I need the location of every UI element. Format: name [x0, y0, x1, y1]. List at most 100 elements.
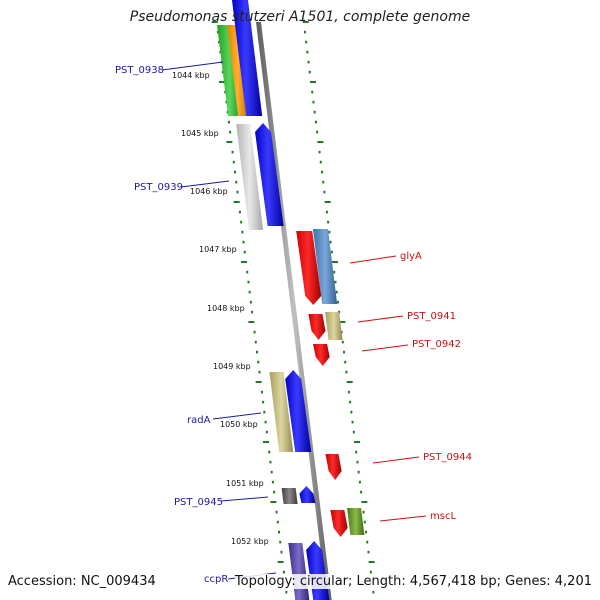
right-tick-track [302, 21, 375, 594]
kbp-label: 1049 kbp [213, 362, 251, 371]
tick-minor [265, 430, 268, 434]
tick-minor [343, 350, 346, 354]
tick-minor [308, 70, 311, 74]
tick-minor [344, 360, 347, 364]
tick-minor [271, 480, 274, 484]
tick-minor [347, 390, 350, 394]
tick-minor [329, 240, 332, 244]
tick-minor [360, 490, 363, 494]
gene-label-right: mscL [430, 511, 456, 522]
tick-minor [229, 130, 232, 134]
callout-line [180, 180, 230, 188]
tick-minor [350, 410, 353, 414]
tick-minor [251, 310, 254, 314]
tick-minor [351, 420, 354, 424]
tick-minor [352, 430, 355, 434]
kbp-label: 1044 kbp [172, 71, 210, 80]
tick-minor [312, 100, 315, 104]
tick-minor [236, 190, 239, 194]
kbp-label: 1048 kbp [207, 304, 245, 313]
tick-minor [355, 450, 358, 454]
tick-minor [330, 250, 333, 254]
gene-label-left: radA [187, 415, 211, 426]
tick-minor [336, 300, 339, 304]
tick-minor [242, 240, 245, 244]
gene-callouts: PST_0938 PST_0939 radA PST_0945 ccpR glyA PST_… [115, 61, 472, 585]
tick-minor [226, 110, 229, 114]
callout-line [161, 61, 224, 71]
tick-minor [313, 110, 316, 114]
gene-label-left: ccpR [204, 574, 228, 585]
tick-minor [257, 360, 260, 364]
callout-line [361, 344, 409, 352]
tick-minor [349, 400, 352, 404]
tick-minor [270, 470, 273, 474]
summary-text: Topology: circular; Length: 4,567,418 bp… [234, 574, 592, 589]
tick-minor [335, 290, 338, 294]
tick-minor [254, 340, 257, 344]
tick-minor [279, 540, 282, 544]
tick-minor [219, 50, 222, 54]
gene-pst0942 [313, 344, 330, 366]
kbp-label: 1052 kbp [231, 537, 269, 546]
tick-minor [258, 370, 261, 374]
tick-minor [314, 120, 317, 124]
gene-pst0941 [308, 314, 326, 340]
tick-minor [367, 550, 370, 554]
tick-minor [247, 280, 250, 284]
tick-minor [269, 460, 272, 464]
tick-minor [263, 410, 266, 414]
gene-pst0944 [325, 454, 342, 480]
tick-minor [276, 520, 279, 524]
gene-label-left: PST_0939 [134, 182, 183, 193]
tick-minor [366, 540, 369, 544]
gene-khaki-rada-block [269, 372, 294, 452]
tick-minor [362, 510, 365, 514]
tick-minor [328, 230, 331, 234]
tick-minor [227, 120, 230, 124]
gene-label-right: PST_0944 [423, 452, 472, 463]
gene-label-left: PST_0938 [115, 65, 164, 76]
tick-minor [278, 530, 281, 534]
tick-minor [316, 130, 319, 134]
tick-minor [216, 30, 219, 34]
gene-steel-block [312, 229, 338, 304]
tick-minor [372, 590, 375, 594]
tick-minor [240, 220, 243, 224]
tick-minor [334, 280, 337, 284]
tick-minor [282, 570, 285, 574]
tick-minor [249, 300, 252, 304]
tick-minor [322, 180, 325, 184]
tick-minor [285, 590, 288, 594]
tick-minor [311, 90, 314, 94]
tick-minor [341, 340, 344, 344]
gene-glya [296, 231, 322, 305]
backbone-line [256, 22, 332, 600]
tick-minor [241, 230, 244, 234]
tick-minor [363, 520, 366, 524]
kbp-scale: 1044 kbp 1045 kbp 1046 kbp 1047 kbp 1048 kbp… [172, 71, 269, 546]
gene-dgray-block [281, 488, 298, 504]
gene-mscl [330, 510, 348, 537]
tick-minor [365, 530, 368, 534]
gene-label-left: PST_0945 [174, 497, 223, 508]
kbp-label: 1050 kbp [220, 420, 258, 429]
tick-minor [234, 170, 237, 174]
tick-minor [238, 210, 241, 214]
tick-minor [356, 460, 359, 464]
tick-minor [264, 420, 267, 424]
tick-minor [303, 30, 306, 34]
tick-minor [357, 470, 360, 474]
tick-minor [246, 270, 249, 274]
tick-minor [221, 70, 224, 74]
gene-pst0939 [255, 123, 284, 226]
left-tick-track [211, 21, 288, 594]
gene-gray-block [236, 124, 264, 230]
gene-label-right: PST_0942 [412, 339, 461, 350]
tick-minor [224, 90, 227, 94]
callout-line [212, 412, 262, 420]
gene-pst0938 [232, 0, 263, 116]
tick-minor [232, 160, 235, 164]
kbp-label: 1046 kbp [190, 187, 228, 196]
tick-minor [321, 170, 324, 174]
